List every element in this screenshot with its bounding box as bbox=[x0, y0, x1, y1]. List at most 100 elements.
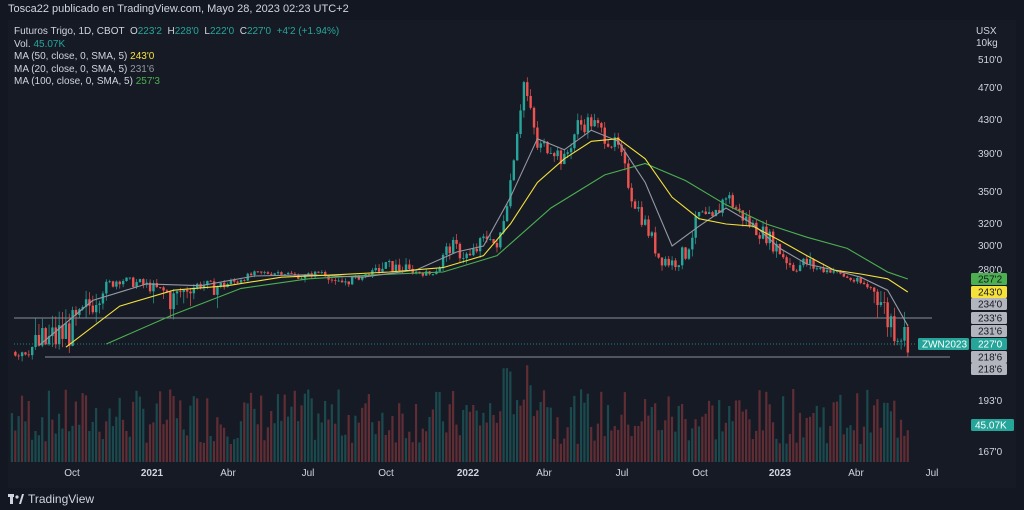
candle-body bbox=[88, 299, 91, 306]
candle-body bbox=[489, 239, 492, 240]
volume-bar bbox=[849, 425, 852, 462]
volume-bar bbox=[731, 421, 734, 462]
volume-bar bbox=[111, 426, 115, 462]
volume-bar bbox=[189, 405, 192, 462]
volume-bar bbox=[670, 416, 674, 462]
x-tick-label: Oct bbox=[692, 468, 708, 479]
volume-bar bbox=[583, 402, 586, 462]
volume-bar bbox=[199, 441, 202, 462]
price-tag bbox=[971, 338, 1007, 350]
publisher-text: Tosca22 publicado en TradingView.com, Ma… bbox=[8, 3, 349, 15]
candle-body bbox=[236, 281, 239, 283]
volume-bar bbox=[260, 395, 263, 462]
volume-bar bbox=[431, 409, 434, 462]
tradingview-logo[interactable]: TradingView bbox=[8, 492, 94, 506]
volume-bar bbox=[468, 411, 472, 462]
volume-bar bbox=[734, 400, 738, 462]
volume-bar bbox=[249, 392, 253, 462]
ma50-row[interactable]: MA (50, close, 0, SMA, 5) 243'0 bbox=[14, 51, 339, 64]
volume-bar bbox=[586, 393, 589, 462]
price-tag-label: 218'6 bbox=[978, 353, 1003, 364]
y-tick-label: 430'0 bbox=[978, 115, 1003, 126]
volume-tag bbox=[971, 419, 1014, 431]
candle-body bbox=[337, 280, 340, 282]
volume-bar bbox=[361, 407, 364, 462]
volume-bar bbox=[148, 424, 152, 462]
volume-bar bbox=[711, 405, 714, 462]
candle-body bbox=[748, 216, 751, 226]
candle-body bbox=[172, 293, 175, 310]
volume-bar bbox=[462, 409, 465, 462]
candle-body bbox=[522, 82, 526, 111]
ma20-row[interactable]: MA (20, close, 0, SMA, 5) 231'6 bbox=[14, 64, 339, 77]
volume-bar bbox=[425, 431, 428, 462]
volume-bar bbox=[222, 427, 226, 462]
volume-bar bbox=[542, 390, 546, 462]
volume-bar bbox=[313, 439, 317, 462]
candle-body bbox=[24, 352, 27, 355]
volume-bar bbox=[212, 441, 216, 462]
candle-body bbox=[377, 268, 381, 272]
volume-bar bbox=[458, 435, 461, 462]
candle-body bbox=[879, 302, 883, 306]
candle-body bbox=[627, 163, 630, 188]
volume-bar bbox=[310, 398, 313, 462]
low-label: L bbox=[204, 26, 210, 37]
ma20-value: 231'6 bbox=[130, 63, 155, 75]
candle-body bbox=[266, 272, 270, 274]
volume-bar bbox=[367, 394, 370, 462]
candle-body bbox=[832, 271, 835, 273]
volume-bar bbox=[401, 413, 404, 462]
volume-bar bbox=[51, 419, 54, 462]
x-tick-label: Abr bbox=[848, 468, 864, 479]
volume-bar bbox=[209, 435, 212, 462]
volume-bar bbox=[192, 396, 195, 462]
volume-bar bbox=[714, 439, 717, 462]
price-tag bbox=[971, 351, 1007, 363]
volume-bar bbox=[704, 413, 707, 462]
volume-bar bbox=[41, 417, 44, 462]
x-tick-label: 2023 bbox=[769, 468, 792, 479]
volume-bar bbox=[128, 436, 131, 462]
symbol-tag-label: ZWN2023 bbox=[922, 340, 967, 351]
candle-body bbox=[445, 246, 448, 255]
volume-bar bbox=[206, 398, 209, 462]
ma100-row[interactable]: MA (100, close, 0, SMA, 5) 257'3 bbox=[14, 76, 339, 89]
volume-bar bbox=[152, 422, 155, 462]
volume-bar bbox=[718, 400, 721, 462]
volume-bar bbox=[852, 430, 855, 462]
candle-body bbox=[421, 273, 425, 276]
volume-bar bbox=[590, 426, 593, 462]
chart-frame[interactable] bbox=[8, 20, 1016, 488]
candle-body bbox=[478, 238, 482, 252]
candle-body bbox=[41, 328, 44, 346]
volume-bar bbox=[34, 431, 37, 462]
volume-bar bbox=[862, 426, 866, 462]
volume-bar bbox=[798, 412, 802, 462]
volume-bar bbox=[761, 430, 765, 462]
volume-value: 45.07K bbox=[33, 38, 66, 50]
candle-body bbox=[765, 226, 768, 244]
volume-tag-label: 45.07K bbox=[975, 421, 1007, 432]
volume-bar bbox=[219, 424, 222, 462]
volume-bar bbox=[795, 442, 798, 462]
candle-body bbox=[569, 148, 573, 153]
volume-bar bbox=[724, 422, 727, 462]
candle-body bbox=[519, 110, 522, 135]
volume-bar bbox=[179, 400, 182, 462]
volume-bar bbox=[563, 438, 566, 462]
candle-body bbox=[701, 211, 704, 213]
volume-bar bbox=[610, 430, 613, 462]
candle-body bbox=[313, 271, 317, 277]
candle-body bbox=[202, 285, 206, 288]
candle-body bbox=[472, 248, 475, 256]
volume-bar bbox=[617, 429, 620, 462]
candle-body bbox=[54, 327, 57, 345]
volume-bar bbox=[91, 421, 94, 462]
volume-bar bbox=[202, 442, 205, 462]
candle-body bbox=[492, 239, 495, 243]
candle-body bbox=[647, 219, 650, 236]
candle-body bbox=[883, 302, 886, 303]
price-tag bbox=[971, 286, 1007, 298]
